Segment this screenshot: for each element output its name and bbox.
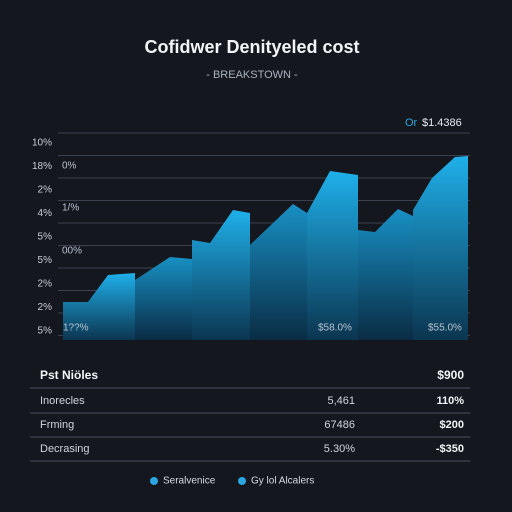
row-change: $200 bbox=[440, 419, 464, 431]
bottom-label: $55.0% bbox=[428, 323, 462, 334]
axis-label: 2% bbox=[38, 302, 53, 313]
plot-label: 1/% bbox=[62, 203, 79, 214]
row-label: Frming bbox=[40, 419, 74, 431]
badge-prefix: Or bbox=[405, 117, 418, 129]
table-header: $900 bbox=[437, 368, 464, 382]
axis-label: 4% bbox=[38, 208, 53, 219]
axis-label: 5% bbox=[38, 255, 53, 266]
row-label: Decrasing bbox=[40, 443, 90, 455]
axis-label: 2% bbox=[38, 279, 53, 290]
axis-label: 10% bbox=[32, 138, 52, 149]
area-segment bbox=[135, 257, 192, 340]
row-change: -$350 bbox=[436, 443, 464, 455]
row-value: 5.30% bbox=[324, 443, 355, 455]
area-segment bbox=[358, 209, 413, 340]
axis-label: 5% bbox=[38, 326, 53, 337]
table: Inorecles 5,461 110% Frming 67486 $200 Decrasi… bbox=[40, 395, 464, 455]
row-change: 110% bbox=[436, 395, 464, 407]
title: Cofidwer Denityeled cost bbox=[144, 37, 359, 57]
subtitle: - BREAKSTOWN - bbox=[206, 69, 298, 81]
area-segment bbox=[192, 210, 250, 340]
axis-label: 5% bbox=[38, 232, 53, 243]
legend-dot bbox=[238, 477, 246, 485]
area-segment bbox=[413, 156, 468, 340]
area-segment bbox=[250, 204, 307, 340]
legend-label: Gy lol Alcalers bbox=[251, 476, 314, 487]
axis-label: 2% bbox=[38, 185, 53, 196]
axis-label: 18% bbox=[32, 161, 52, 172]
plot-label: 0% bbox=[62, 161, 77, 172]
area-segment bbox=[63, 273, 135, 340]
row-label: Inorecles bbox=[40, 395, 85, 407]
area bbox=[63, 156, 468, 340]
row-value: 5,461 bbox=[327, 395, 355, 407]
legend-label: Seralvenice bbox=[163, 476, 216, 487]
bottom-label: 1??% bbox=[63, 323, 89, 334]
table-header: Pst Niöles bbox=[40, 368, 98, 382]
badge-value: $1.4386 bbox=[422, 117, 462, 129]
legend-dot bbox=[150, 477, 158, 485]
row-value: 67486 bbox=[324, 419, 355, 431]
area-segment bbox=[307, 171, 358, 340]
plot-label: 00% bbox=[62, 246, 82, 257]
bottom-label: $58.0% bbox=[318, 323, 352, 334]
labels: 10% 18% 2% 4% 5% 5% 2% 2% 5% 0% 1/% 00% 1??% $58.0% $5… bbox=[32, 138, 462, 337]
